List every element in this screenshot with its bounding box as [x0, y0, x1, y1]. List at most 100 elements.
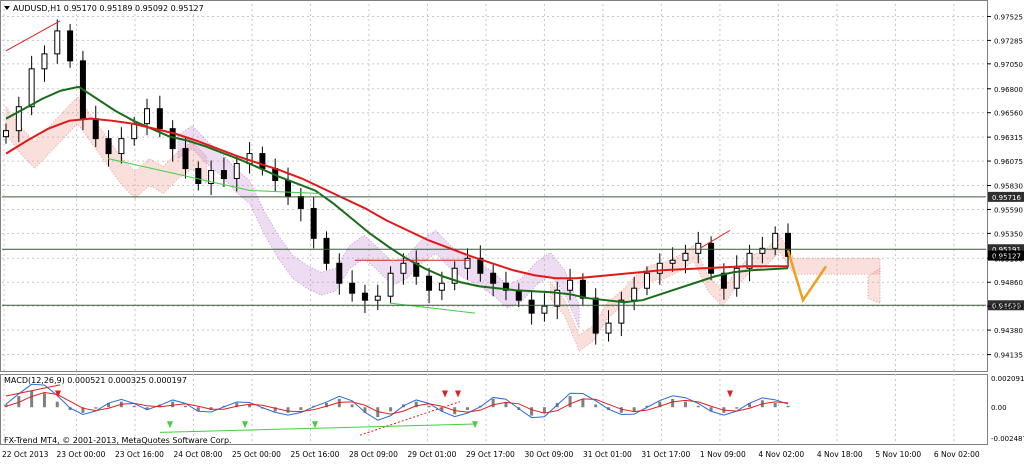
time-tick-label: 1 Nov 09:00 [700, 450, 746, 459]
macd-histogram-bar [786, 405, 790, 408]
macd-histogram-bar [196, 407, 200, 412]
candle-body [105, 138, 112, 155]
macd-divergence-bull [159, 423, 476, 433]
macd-histogram-bar [504, 403, 508, 408]
arrow-down-icon [727, 390, 733, 398]
macd-histogram-bar [491, 398, 495, 408]
candle-body [118, 138, 125, 155]
macd-histogram-bar [440, 407, 444, 412]
candle-body [285, 180, 292, 197]
macd-histogram-bar [94, 407, 98, 409]
candle-body [669, 259, 676, 264]
candle-body [708, 242, 715, 274]
macd-tick-label: -0.002487 [991, 435, 1024, 443]
macd-histogram-bar [81, 407, 85, 413]
macd-histogram-bar [363, 407, 367, 413]
time-tick-label: 28 Oct 09:00 [349, 450, 398, 459]
candle-body [297, 195, 304, 209]
macd-subwindow-frame [0, 374, 988, 445]
level-line-low-tag-label: 0.94629 [992, 302, 1021, 310]
time-tick-label: 25 Oct 00:00 [232, 450, 281, 459]
macd-histogram-bar [594, 404, 598, 408]
macd-main-line [5, 383, 789, 421]
macd-histogram-bar [30, 390, 34, 408]
candle-body [349, 282, 356, 294]
candle-body [15, 106, 22, 132]
candle-body [28, 68, 35, 108]
price-tick-label: 0.94860 [994, 279, 1023, 287]
macd-histogram-bar [55, 401, 59, 408]
price-tick-label: 0.95590 [994, 206, 1023, 214]
candle-body [733, 267, 740, 289]
candle-body [259, 153, 266, 170]
macd-histogram-bar [145, 407, 149, 411]
time-tick-label: 23 Oct 16:00 [115, 450, 164, 459]
candle-body [451, 267, 458, 284]
candle-body [631, 287, 638, 301]
candle-body [220, 170, 227, 180]
copyright-watermark: FX-Trend MT4, © 2001-2013, MetaQuotes So… [4, 436, 232, 445]
macd-histogram-bar [645, 405, 649, 408]
candle-body [477, 257, 484, 274]
price-tick-label: 0.97525 [994, 13, 1023, 21]
macd-histogram-bar [286, 407, 290, 413]
macd-histogram-bar [748, 403, 752, 408]
price-tick-label: 0.95350 [994, 230, 1023, 238]
candle-body [554, 289, 561, 307]
price-tick-label: 0.95830 [994, 183, 1023, 191]
candle-body [67, 30, 74, 62]
horizontal-levels[interactable]: 0.95716 0.95191 0.94629 0.95127 [2, 191, 1024, 311]
macd-histogram-bar [696, 405, 700, 408]
candle-body [528, 299, 535, 314]
candle-body [208, 170, 215, 185]
price-tick-label: 0.94380 [994, 327, 1023, 335]
cloud-projection [867, 267, 881, 304]
macd-histogram-bar [427, 405, 431, 408]
moving-averages [5, 85, 789, 304]
candle-body [746, 252, 753, 269]
arrow-up-icon [312, 421, 318, 429]
candle-body [387, 272, 394, 297]
time-tick-label: 23 Oct 00:00 [56, 450, 105, 459]
arrow-up-icon [242, 421, 248, 429]
macd-tick-label: 0.002091 [991, 375, 1024, 383]
candle-body [656, 262, 663, 274]
current-price-tag-label: 0.95127 [992, 253, 1021, 261]
price-tick-label: 0.94620 [994, 303, 1023, 311]
candle-body [605, 322, 612, 334]
time-tick-label: 5 Nov 10:00 [875, 450, 921, 459]
candle-body [592, 297, 599, 334]
macd-histogram-bar [735, 407, 739, 409]
candle-body [323, 237, 330, 264]
macd-histogram-bar [414, 401, 418, 408]
candle-body [438, 282, 445, 291]
candle-body [720, 272, 727, 289]
candle-body [3, 130, 9, 138]
candle-body [643, 272, 650, 289]
level-line-high-tag-label: 0.95716 [992, 194, 1021, 202]
arrow-up-icon [472, 421, 478, 429]
dropdown-triangle-icon[interactable] [4, 6, 10, 10]
divergence-line [5, 20, 61, 52]
macd-histogram-bar [542, 407, 546, 413]
price-tick-label: 0.96315 [994, 134, 1023, 142]
price-grid [2, 4, 986, 444]
candle-body [464, 257, 471, 269]
candle-body [336, 262, 343, 284]
price-axis: 0.97525 0.97285 0.97050 0.96800 0.96560 0.963… [987, 13, 1023, 360]
arrow-down-icon [455, 390, 461, 398]
time-tick-label: 30 Oct 09:00 [524, 450, 573, 459]
divergence-line [699, 229, 731, 249]
macd-histogram-bar [107, 403, 111, 408]
macd-histogram-bar [773, 403, 777, 408]
candle-body [426, 275, 433, 291]
macd-histogram-bar [299, 407, 303, 411]
current-price-tag [988, 250, 1024, 261]
price-tick-label: 0.96560 [994, 110, 1023, 118]
price-tick-label: 0.95100 [994, 255, 1023, 263]
candle-body [310, 207, 317, 239]
time-tick-label: 6 Nov 02:00 [934, 450, 980, 459]
candle-body [156, 108, 163, 130]
